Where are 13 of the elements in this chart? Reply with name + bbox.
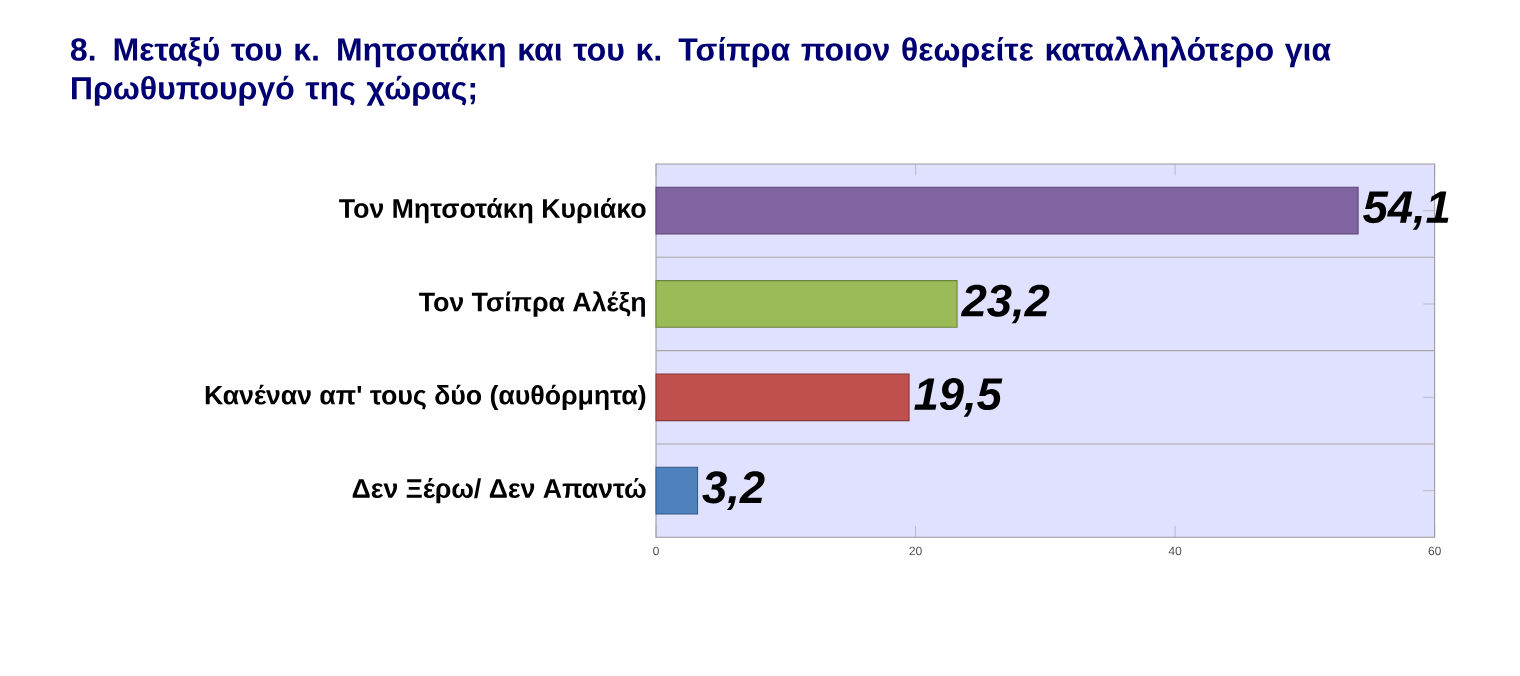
bar [655,280,958,328]
data-label: 23,2 [960,284,1050,324]
data-label: 3,2 [702,471,765,510]
bar [655,373,910,422]
y-tick-label: Τον Τσίπρα Αλέξη [419,291,645,317]
chart-title: 8. Μεταξύ του κ. Μητσοτάκη και του κ. Τσίπρα ποιον θεωρείτε καταλληλότερο για Πρωθυπουργό της χώρας; [70,36,1331,106]
data-label: 19,5 [914,377,1003,417]
y-tick-label: Κανέναν απ' τους δύο (αυθόρμητα) [205,384,646,410]
y-tick-label: Δεν Ξέρω/ Δεν Απαντώ [352,478,646,504]
bar [655,466,699,515]
y-tick-label: Τον Μητσοτάκη Κυριάκο [339,198,646,224]
bar [655,186,1359,235]
data-label: 54,1 [1363,191,1449,230]
